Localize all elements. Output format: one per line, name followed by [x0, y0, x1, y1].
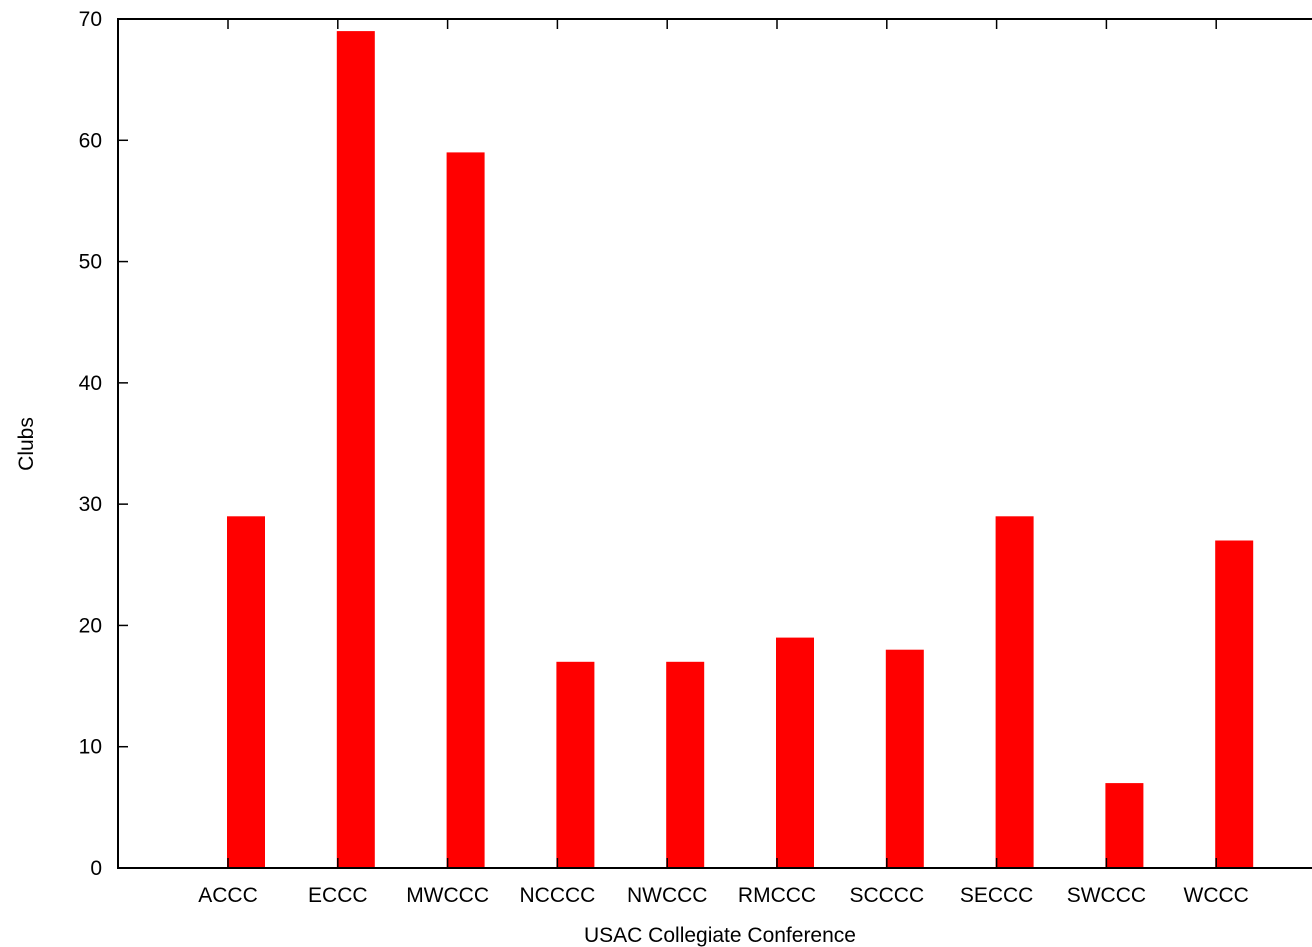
y-tick-labels: 0 10 20 30 40 50 60 70 — [79, 8, 102, 880]
bar-accc — [227, 516, 265, 868]
bar-mwccc — [446, 152, 485, 868]
bar-nwccc — [666, 661, 705, 868]
x-tick-label: SCCCC — [849, 884, 924, 907]
y-tick-label: 30 — [79, 493, 102, 516]
x-tick-label: WCCC — [1184, 884, 1249, 907]
x-tick-label: MWCCC — [406, 884, 489, 907]
bar-wccc — [1215, 540, 1254, 868]
plot-frame — [117, 18, 1312, 869]
y-axis-label: Clubs — [15, 417, 38, 471]
x-tick-labels: ACCC ECCC MWCCC NCCCC NWCCC RMCCC SCCCC SECCC SW… — [198, 884, 1249, 907]
bar-seccc — [995, 516, 1034, 868]
y-tick-label: 10 — [79, 736, 102, 759]
y-tick-label: 40 — [79, 372, 102, 395]
x-tick-label: NCCCC — [519, 884, 595, 907]
x-tick-label: SECCC — [960, 884, 1034, 907]
x-tick-label: SWCCC — [1067, 884, 1146, 907]
x-tick-label: ECCC — [308, 884, 368, 907]
bars-group — [227, 31, 1254, 869]
bar-ncccc — [556, 661, 595, 868]
ticks-group — [118, 18, 1217, 869]
x-tick-label: RMCCC — [738, 884, 816, 907]
y-tick-label: 60 — [79, 129, 102, 152]
bar-swccc — [1105, 783, 1144, 868]
y-tick-label: 50 — [79, 251, 102, 274]
bar-scccc — [885, 649, 924, 868]
x-tick-label: ACCC — [198, 884, 258, 907]
x-axis-label: USAC Collegiate Conference — [584, 924, 856, 947]
bar-eccc — [336, 31, 375, 869]
x-tick-label: NWCCC — [627, 884, 707, 907]
y-tick-label: 20 — [79, 614, 102, 637]
y-tick-label: 0 — [90, 857, 102, 880]
bar-rmccc — [776, 637, 814, 868]
y-tick-label: 70 — [79, 8, 102, 31]
